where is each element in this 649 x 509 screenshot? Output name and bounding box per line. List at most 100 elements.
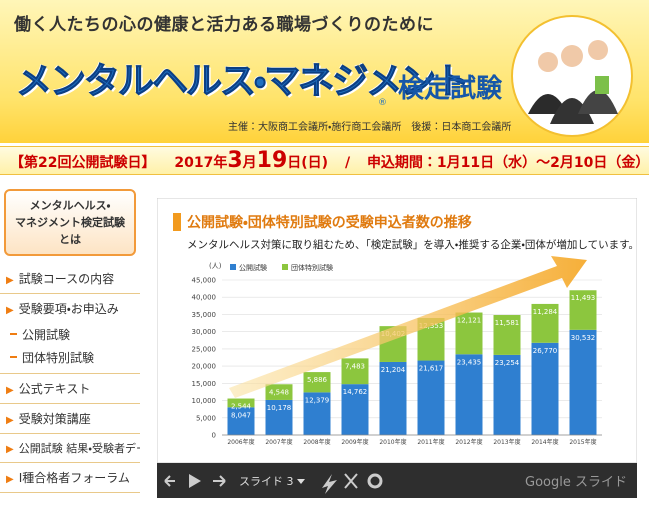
slide-embed: 公開試験・団体特別試験の受験申込者数の推移 メンタルヘルス対策に取り組むため、「… (157, 198, 637, 498)
next-button[interactable] (213, 475, 226, 487)
slide-controls (157, 463, 637, 498)
y-tick-label: 30,000 (192, 328, 217, 336)
value-label: 23,254 (495, 359, 520, 367)
date-day-unit: 日 (287, 155, 302, 171)
y-tick-label: 0 (212, 432, 216, 440)
bar-segment (341, 358, 369, 385)
x-tick-label: 2008年度 (303, 438, 330, 446)
x-tick-label: 2015年度 (569, 438, 596, 446)
chart-subtitle: メンタルヘルス対策に取り組むため、「検定試験」を導入・推奨する企業・団体が増加し… (187, 238, 637, 251)
value-label: 2,544 (231, 403, 252, 411)
nav-item[interactable]: 公式テキスト (0, 374, 140, 404)
bar-segment (303, 392, 331, 435)
bar-segment (531, 303, 559, 343)
link-icon[interactable] (322, 474, 337, 494)
nav-subitem[interactable]: 団体特別試験 (0, 346, 140, 369)
header-photo (511, 15, 633, 137)
value-label: 23,435 (457, 358, 482, 366)
play-button[interactable] (189, 474, 201, 488)
bar-segment (227, 407, 255, 435)
organizers: 主催：大阪商工会議所・施行商工会議所 後援：日本商工会議所 (228, 122, 512, 133)
nav-feature[interactable]: メンタルヘルス・ マネジメント検定試験とは (4, 189, 136, 256)
y-tick-label: 5,000 (196, 414, 216, 422)
y-tick-label: 20,000 (192, 363, 217, 371)
x-tick-label: 2011年度 (417, 438, 444, 446)
y-unit: (人) (209, 262, 222, 270)
x-tick-label: 2013年度 (493, 438, 520, 446)
nav-item[interactable]: Ⅰ種合格者フォーラム (0, 463, 140, 493)
y-tick-label: 25,000 (192, 345, 217, 353)
site-title: メンタルヘルス・マネジメント (15, 61, 470, 103)
nav-feature-line: メンタルヘルス・ (29, 199, 111, 212)
legend-label: 公開試験 (239, 263, 267, 272)
title-accent (173, 213, 181, 231)
nav-item[interactable]: 試験コースの内容 (0, 264, 140, 294)
nav-item[interactable]: 受験要項・お申込み (0, 294, 140, 323)
date-label: 【第22回公開試験日】 (10, 155, 156, 171)
slide-selector[interactable]: スライド 3 (239, 475, 294, 488)
bar-segment (493, 315, 521, 355)
fullscreen-icon[interactable] (344, 473, 358, 489)
nav-feature-line: マネジメント検定試験とは (15, 216, 125, 246)
registered-mark: ® (378, 98, 387, 108)
bar-segment (455, 312, 483, 355)
y-tick-label: 40,000 (192, 294, 217, 302)
value-label: 14,762 (343, 388, 368, 396)
prev-button[interactable] (164, 475, 175, 487)
x-tick-label: 2014年度 (531, 438, 558, 446)
title-suffix: 検定試験 (398, 74, 503, 104)
bar-segment (455, 354, 483, 435)
side-nav: メンタルヘルス・ マネジメント検定試験とは 試験コースの内容 受験要項・お申込み… (0, 185, 140, 493)
bar-segment (569, 290, 597, 330)
bar-segment (379, 361, 407, 435)
legend-swatch (230, 264, 236, 270)
value-label: 11,581 (495, 319, 520, 327)
date-month: 3 (227, 148, 243, 173)
nav-subitem[interactable]: 公開試験 (0, 323, 140, 346)
value-label: 7,483 (345, 362, 365, 370)
header-banner: 働く人たちの心の健康と活力ある職場づくりのために メンタルヘルス・マネジメント … (0, 0, 649, 143)
application-period: 申込期間：1月11日（水）～2月10日（金） (366, 155, 649, 171)
value-label: 5,886 (307, 376, 328, 384)
slide-dropdown[interactable] (297, 479, 305, 484)
trend-arrow (229, 256, 587, 398)
date-weekday: (日) (301, 155, 329, 171)
nav-group: 受験要項・お申込み 公開試験 団体特別試験 (0, 294, 140, 374)
chart-title: 公開試験・団体特別試験の受験申込者数の推移 (187, 214, 472, 231)
y-tick-label: 10,000 (192, 397, 217, 405)
y-tick-label: 15,000 (192, 380, 217, 388)
date-month-unit: 月 (242, 155, 257, 171)
date-year: 2017年 (174, 155, 228, 171)
date-day: 19 (256, 148, 288, 173)
value-label: 4,548 (269, 388, 289, 396)
settings-icon[interactable] (367, 473, 383, 489)
legend-swatch (282, 264, 288, 270)
y-tick-label: 35,000 (192, 311, 217, 319)
legend-label: 団体特別試験 (291, 263, 333, 272)
bar-segment (227, 398, 255, 408)
tagline: 働く人たちの心の健康と活力ある職場づくりのために (14, 15, 434, 35)
value-label: 30,532 (571, 334, 596, 342)
bar-segment (265, 384, 293, 400)
bar-segment (303, 372, 331, 393)
bar-segment (531, 342, 559, 435)
bar-segment (493, 354, 521, 435)
bar-segment (569, 329, 597, 435)
date-separator: / (344, 155, 351, 171)
value-label: 11,493 (571, 294, 596, 302)
nav-item[interactable]: 公開試験 結果・受験者データ (0, 434, 140, 463)
nav-item[interactable]: 受験対策講座 (0, 404, 140, 434)
bar-segment (265, 399, 293, 435)
brand: Google スライド (525, 475, 627, 490)
value-label: 26,770 (533, 347, 558, 355)
x-tick-label: 2006年度 (227, 438, 254, 446)
value-label: 10,178 (267, 404, 292, 412)
value-label: 12,121 (457, 317, 482, 325)
bar-segment (417, 360, 445, 435)
x-tick-label: 2010年度 (379, 438, 406, 446)
bar-segment (341, 384, 369, 435)
x-tick-label: 2012年度 (455, 438, 482, 446)
value-label: 21,204 (381, 366, 406, 374)
